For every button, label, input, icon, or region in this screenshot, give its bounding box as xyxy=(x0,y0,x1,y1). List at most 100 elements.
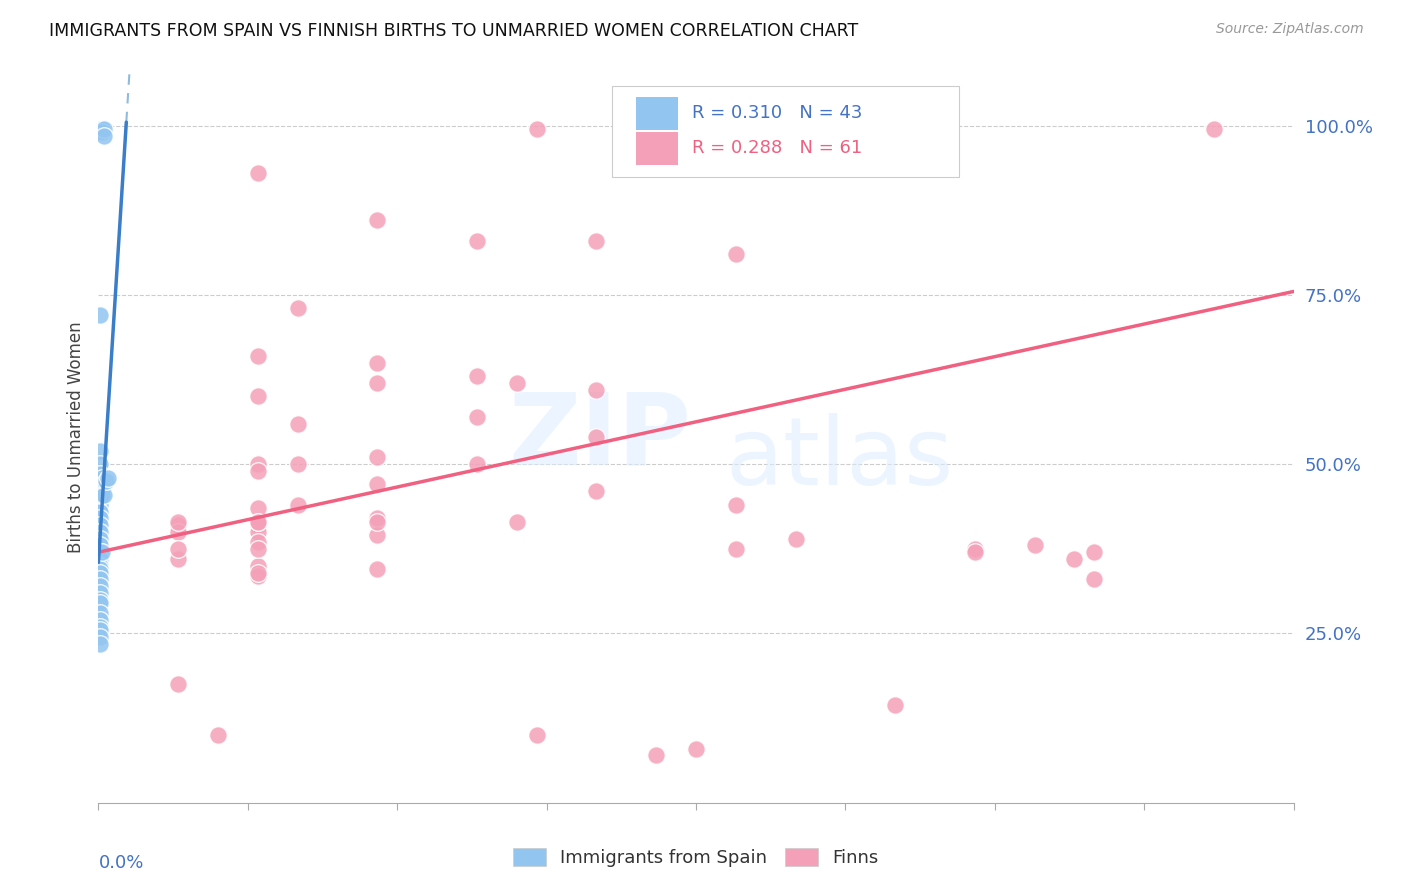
Text: IMMIGRANTS FROM SPAIN VS FINNISH BIRTHS TO UNMARRIED WOMEN CORRELATION CHART: IMMIGRANTS FROM SPAIN VS FINNISH BIRTHS … xyxy=(49,22,859,40)
Point xyxy=(89,613,111,627)
Point xyxy=(366,477,388,491)
Point xyxy=(246,464,269,478)
Point xyxy=(89,467,111,482)
Point xyxy=(366,213,388,227)
Point xyxy=(91,481,114,495)
Point xyxy=(89,545,111,559)
Point xyxy=(93,128,115,143)
Point xyxy=(246,518,269,533)
Point xyxy=(167,518,190,533)
Point xyxy=(963,545,986,559)
Point xyxy=(167,552,190,566)
Point xyxy=(506,515,529,529)
FancyBboxPatch shape xyxy=(613,86,959,178)
Point xyxy=(246,515,269,529)
Point xyxy=(167,515,190,529)
Point xyxy=(585,234,607,248)
Point xyxy=(884,698,907,712)
Point xyxy=(89,579,111,593)
Point xyxy=(246,389,269,403)
Point xyxy=(246,349,269,363)
Point xyxy=(1063,552,1085,566)
Point xyxy=(1083,572,1105,586)
Point xyxy=(91,545,114,559)
Point xyxy=(246,457,269,471)
Point xyxy=(89,518,111,533)
Point xyxy=(465,234,488,248)
Point xyxy=(89,596,111,610)
Point xyxy=(89,532,111,546)
Point xyxy=(287,301,309,316)
Point xyxy=(167,677,190,691)
Text: Source: ZipAtlas.com: Source: ZipAtlas.com xyxy=(1216,22,1364,37)
Point xyxy=(724,247,747,261)
Point xyxy=(685,741,707,756)
Text: R = 0.288   N = 61: R = 0.288 N = 61 xyxy=(692,139,863,157)
Point xyxy=(366,562,388,576)
Point xyxy=(89,474,111,488)
Point xyxy=(585,383,607,397)
Point xyxy=(963,541,986,556)
Point xyxy=(89,308,111,322)
Text: atlas: atlas xyxy=(725,413,953,505)
Bar xyxy=(637,132,678,165)
Point xyxy=(89,586,111,600)
Point xyxy=(91,471,114,485)
Point xyxy=(724,541,747,556)
Point xyxy=(89,562,111,576)
Point xyxy=(89,592,111,607)
Point xyxy=(89,498,111,512)
Point xyxy=(93,122,115,136)
Point xyxy=(287,417,309,431)
Point xyxy=(89,481,111,495)
Point xyxy=(366,450,388,465)
Point xyxy=(89,484,111,499)
Point xyxy=(89,606,111,620)
Point xyxy=(246,515,269,529)
Point xyxy=(246,166,269,180)
Text: R = 0.310   N = 43: R = 0.310 N = 43 xyxy=(692,104,863,122)
Point xyxy=(246,524,269,539)
Point xyxy=(89,443,111,458)
Point xyxy=(526,122,548,136)
Point xyxy=(89,623,111,637)
Point xyxy=(246,558,269,573)
Point xyxy=(1083,545,1105,559)
Point xyxy=(89,524,111,539)
Point xyxy=(91,488,114,502)
Bar xyxy=(637,96,678,129)
Point xyxy=(246,569,269,583)
Point xyxy=(89,572,111,586)
Legend: Immigrants from Spain, Finns: Immigrants from Spain, Finns xyxy=(506,840,886,874)
Point xyxy=(89,457,111,471)
Point xyxy=(585,430,607,444)
Y-axis label: Births to Unmarried Women: Births to Unmarried Women xyxy=(66,321,84,553)
Point xyxy=(246,566,269,580)
Point xyxy=(465,457,488,471)
Text: 0.0%: 0.0% xyxy=(98,854,143,872)
Point xyxy=(1024,538,1046,552)
Point xyxy=(89,552,111,566)
Point xyxy=(89,558,111,573)
Point xyxy=(785,532,807,546)
Point xyxy=(96,474,118,488)
Point xyxy=(93,488,115,502)
Point xyxy=(89,511,111,525)
Point xyxy=(724,498,747,512)
Point xyxy=(366,528,388,542)
Point xyxy=(89,491,111,505)
Point xyxy=(526,728,548,742)
Point xyxy=(287,498,309,512)
Point xyxy=(207,728,229,742)
Point xyxy=(89,630,111,644)
Point xyxy=(246,535,269,549)
Point xyxy=(366,376,388,390)
Point xyxy=(89,566,111,580)
Point xyxy=(465,409,488,424)
Point xyxy=(89,637,111,651)
Point xyxy=(506,376,529,390)
Point xyxy=(1202,122,1225,136)
Point xyxy=(246,541,269,556)
Point xyxy=(585,484,607,499)
Point xyxy=(89,505,111,519)
